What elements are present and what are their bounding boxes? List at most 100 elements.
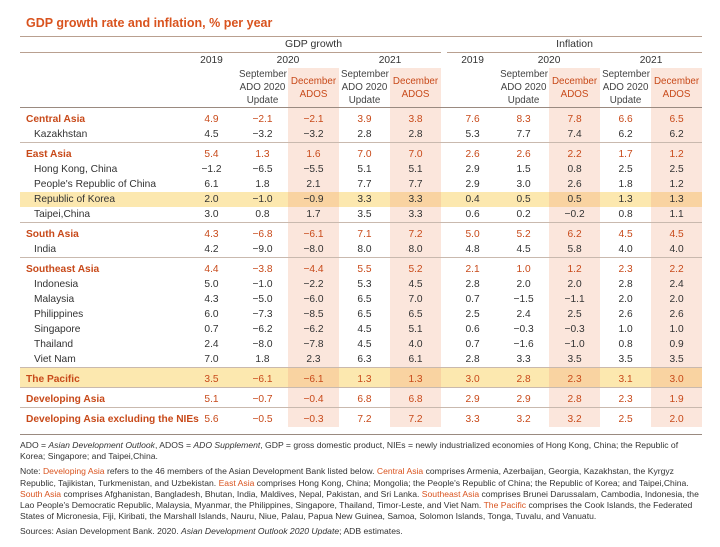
value-cell: 3.5 bbox=[549, 352, 601, 368]
value-cell: 0.5 bbox=[549, 192, 601, 207]
value-cell: 4.5 bbox=[651, 222, 703, 242]
table-row: Philippines 6.0 −7.3 −8.5 6.5 6.5 2.5 2.4 2.5 2.6… bbox=[20, 307, 703, 322]
value-cell: 6.1 bbox=[204, 179, 219, 190]
value-cell: 2.2 bbox=[651, 257, 703, 277]
value-cell: 7.7 bbox=[498, 127, 550, 143]
value-cell: 1.3 bbox=[390, 367, 442, 388]
value-cell: 1.2 bbox=[651, 142, 703, 162]
table-title: GDP growth rate and inflation, % per yea… bbox=[26, 16, 273, 30]
table-row: Malaysia 4.3 −5.0 −6.0 6.5 7.0 0.7 −1.5 −1.1 2.0 2… bbox=[20, 292, 703, 307]
value-cell: 0.9 bbox=[651, 337, 703, 352]
value-cell: −6.2 bbox=[252, 324, 273, 335]
value-cell: 6.3 bbox=[339, 352, 390, 368]
value-cell: 0.7 bbox=[204, 324, 219, 335]
sources-note: Sources: Asian Development Bank. 2020. A… bbox=[20, 526, 403, 537]
value-cell: 7.0 bbox=[186, 352, 237, 368]
value-cell: 5.1 bbox=[390, 322, 442, 337]
value-cell: 2.3 bbox=[549, 367, 601, 388]
value-cell: 5.0 bbox=[465, 229, 480, 240]
region-label: Central Asia bbox=[26, 114, 86, 125]
value-cell: 2.6 bbox=[516, 149, 531, 160]
value-cell: 0.6 bbox=[465, 324, 480, 335]
value-cell: −4.4 bbox=[288, 257, 339, 277]
header-years: 2019 2020 2021 2019 2020 2021 bbox=[20, 53, 702, 69]
value-cell: 2.8 bbox=[465, 279, 480, 290]
table-row: Central Asia 4.9 −2.1 −2.1 3.9 3.8 7.6 8.3 7.8 6.… bbox=[20, 107, 703, 127]
value-cell: 5.2 bbox=[516, 229, 531, 240]
value-cell: 5.5 bbox=[357, 264, 372, 275]
table-row: Taipei,China 3.0 0.8 1.7 3.5 3.3 0.6 0.2 −0.2 0.8… bbox=[20, 207, 703, 223]
header-subcolumns: September ADO 2020 Update December ADOS … bbox=[20, 68, 703, 108]
value-cell: 2.0 bbox=[618, 294, 633, 305]
value-cell: 2.9 bbox=[465, 179, 480, 190]
value-cell: 1.0 bbox=[618, 324, 633, 335]
value-cell: 2.6 bbox=[618, 309, 633, 320]
value-cell: 2.1 bbox=[288, 177, 339, 192]
value-cell: 2.3 bbox=[288, 352, 339, 368]
value-cell: 2.2 bbox=[549, 142, 601, 162]
value-cell: 2.8 bbox=[339, 127, 390, 143]
value-cell: 1.8 bbox=[255, 179, 270, 190]
col-september-update: September ADO 2020 Update bbox=[600, 68, 652, 108]
value-cell: 4.0 bbox=[600, 242, 652, 258]
value-cell: −5.0 bbox=[252, 294, 273, 305]
value-cell: 3.0 bbox=[651, 367, 703, 388]
value-cell: 7.6 bbox=[465, 114, 480, 125]
value-cell: 2.8 bbox=[549, 387, 601, 408]
col-december-ados: December ADOS bbox=[390, 68, 442, 108]
value-cell: −1.0 bbox=[237, 192, 288, 207]
value-cell: 2.5 bbox=[618, 414, 633, 425]
value-cell: −9.0 bbox=[237, 242, 288, 258]
value-cell: 7.7 bbox=[390, 177, 442, 192]
value-cell: 3.3 bbox=[498, 352, 550, 368]
value-cell: 2.4 bbox=[651, 277, 703, 292]
value-cell: 2.3 bbox=[600, 387, 652, 408]
value-cell: 2.8 bbox=[447, 352, 499, 368]
value-cell: −3.8 bbox=[252, 264, 273, 275]
value-cell: 6.5 bbox=[357, 309, 372, 320]
value-cell: 5.6 bbox=[204, 414, 219, 425]
table-row: Republic of Korea 2.0 −1.0 −0.9 3.3 3.3 0.4 0.5… bbox=[20, 192, 703, 207]
value-cell: −0.3 bbox=[513, 324, 534, 335]
table-row: Indonesia 5.0 −1.0 −2.2 5.3 4.5 2.8 2.0 2.0 2.8 2.… bbox=[20, 277, 703, 292]
economy-label: Kazakhstan bbox=[20, 127, 186, 143]
value-cell: 4.5 bbox=[390, 277, 442, 292]
value-cell: 2.5 bbox=[549, 307, 601, 322]
value-cell: −2.2 bbox=[288, 277, 339, 292]
value-cell: 5.2 bbox=[390, 257, 442, 277]
value-cell: 7.1 bbox=[357, 229, 372, 240]
value-cell: 2.9 bbox=[498, 387, 550, 408]
value-cell: −8.0 bbox=[288, 242, 339, 258]
value-cell: 5.3 bbox=[357, 279, 372, 290]
value-cell: 4.2 bbox=[186, 242, 237, 258]
value-cell: 2.0 bbox=[549, 277, 601, 292]
value-cell: 6.1 bbox=[390, 352, 442, 368]
value-cell: −1.0 bbox=[549, 337, 601, 352]
value-cell: 1.0 bbox=[516, 264, 531, 275]
region-label: East Asia bbox=[26, 149, 72, 160]
value-cell: −6.0 bbox=[288, 292, 339, 307]
value-cell: −5.5 bbox=[288, 162, 339, 177]
value-cell: 3.2 bbox=[516, 414, 531, 425]
value-cell: 0.8 bbox=[600, 207, 652, 223]
value-cell: 3.5 bbox=[186, 367, 237, 388]
value-cell: 1.3 bbox=[651, 192, 703, 207]
col-december-ados: December ADOS bbox=[651, 68, 703, 108]
value-cell: −6.2 bbox=[288, 322, 339, 337]
value-cell: 8.0 bbox=[339, 242, 390, 258]
table-row: Developing Asia 5.1 −0.7 −0.4 6.8 6.8 2.9 2.9 2.… bbox=[20, 387, 703, 408]
region-label: Developing Asia excluding the NIEs bbox=[26, 414, 199, 425]
value-cell: 2.0 bbox=[651, 292, 703, 307]
value-cell: 5.1 bbox=[357, 164, 372, 175]
value-cell: 1.2 bbox=[651, 177, 703, 192]
value-cell: 2.9 bbox=[465, 164, 480, 175]
value-cell: 3.0 bbox=[186, 207, 237, 223]
value-cell: 0.8 bbox=[618, 339, 633, 350]
value-cell: 3.3 bbox=[339, 192, 390, 207]
value-cell: 4.5 bbox=[357, 339, 372, 350]
economy-label: Thailand bbox=[34, 339, 74, 350]
value-cell: 3.5 bbox=[339, 207, 390, 223]
region-label: The Pacific bbox=[20, 367, 186, 388]
value-cell: 2.4 bbox=[516, 309, 531, 320]
value-cell: 2.6 bbox=[549, 177, 601, 192]
